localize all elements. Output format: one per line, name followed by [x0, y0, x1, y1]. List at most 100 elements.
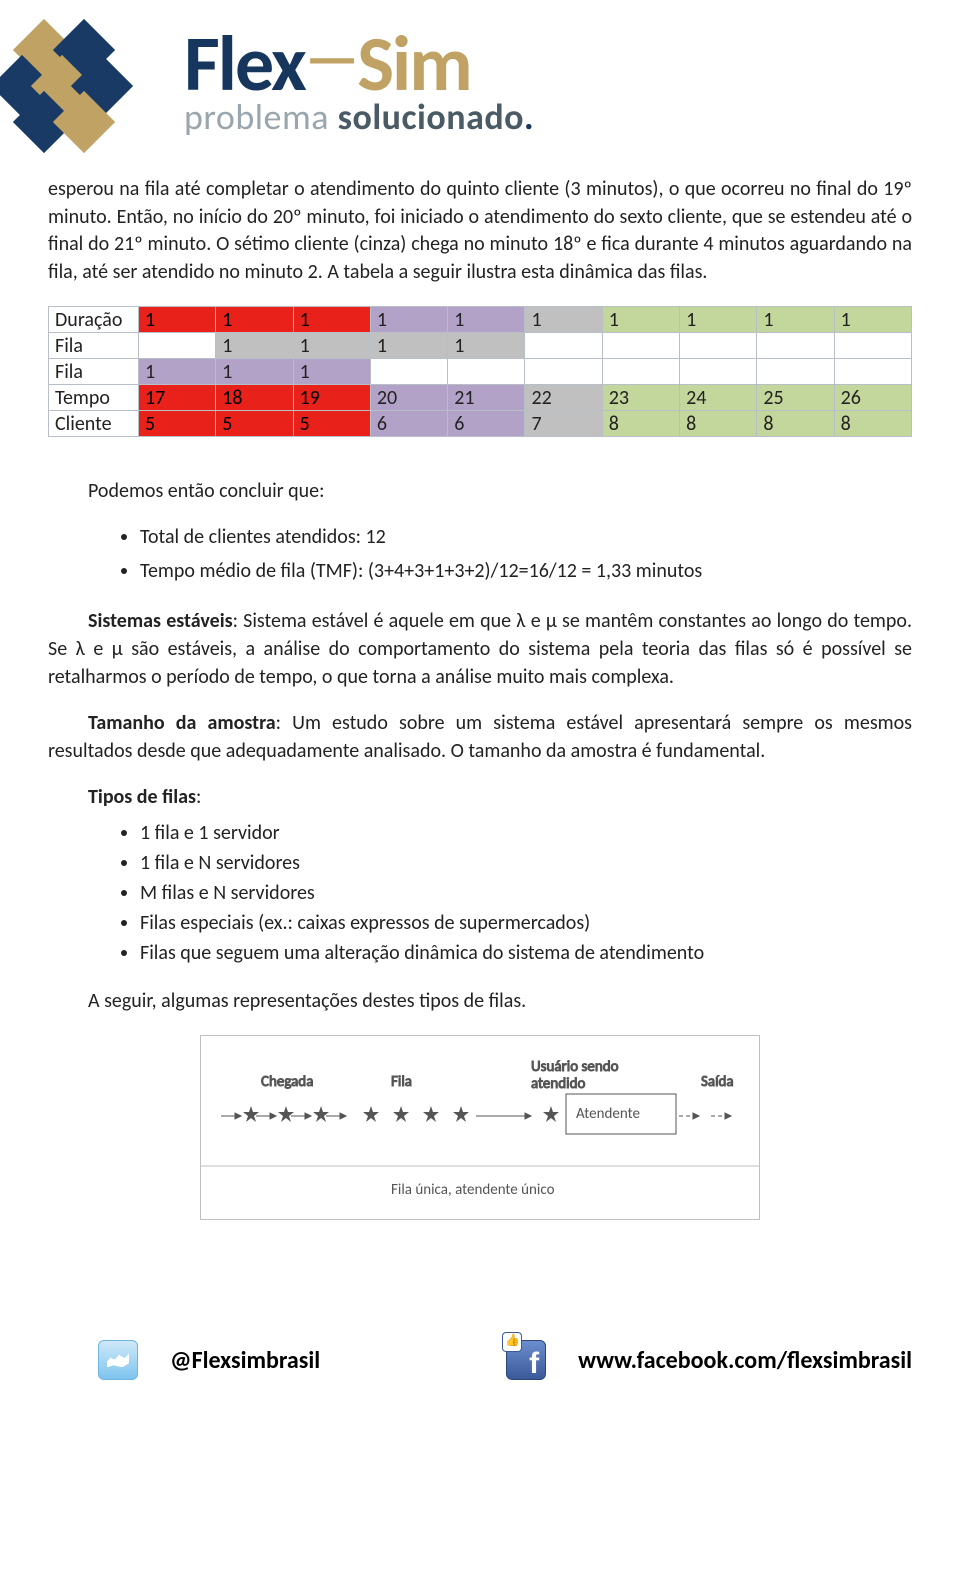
queue-types-label: Tipos de filas	[88, 785, 196, 809]
list-item: Total de clientes atendidos: 12	[140, 523, 912, 551]
data-cell: 21	[448, 385, 525, 411]
data-cell: 6	[448, 411, 525, 437]
data-cell: 8	[757, 411, 834, 437]
queue-data-table: Duração1111111111Fila1111Fila111Tempo171…	[48, 306, 912, 437]
data-cell: 5	[139, 411, 216, 437]
data-cell	[680, 359, 757, 385]
data-cell: 26	[834, 385, 911, 411]
sample-size-paragraph: Tamanho da amostra: Um estudo sobre um s…	[48, 709, 912, 765]
diagram-label-usuario2: atendido	[531, 1075, 585, 1093]
row-label: Tempo	[49, 385, 139, 411]
data-cell: 8	[602, 411, 679, 437]
data-cell: 1	[448, 333, 525, 359]
data-cell	[525, 333, 602, 359]
table-row: Cliente5556678888	[49, 411, 912, 437]
data-cell: 1	[293, 333, 370, 359]
logo-text: Flex—Sim problema solucionado.	[184, 27, 960, 139]
conclusion-section: Podemos então concluir que: Total de cli…	[88, 477, 912, 585]
data-cell	[602, 359, 679, 385]
diagram-label-usuario1: Usuário sendo	[531, 1058, 619, 1076]
queue-diagram-wrap: Chegada Fila Usuário sendo atendido Saíd…	[48, 1035, 912, 1220]
footer-twitter-handle: @Flexsimbrasil	[170, 1346, 320, 1375]
queue-types-list: 1 fila e 1 servidor 1 fila e N servidores…	[88, 821, 912, 965]
tagline: problema solucionado.	[184, 95, 960, 139]
data-cell: 1	[602, 307, 679, 333]
data-cell	[680, 333, 757, 359]
queue-types-heading: Tipos de filas:	[48, 783, 912, 811]
data-cell: 5	[293, 411, 370, 437]
data-cell: 24	[680, 385, 757, 411]
page-footer: @Flexsimbrasil www.facebook.com/flexsimb…	[0, 1328, 960, 1404]
data-cell	[370, 359, 447, 385]
data-cell: 1	[680, 307, 757, 333]
tagline-emph: solucionado	[338, 95, 524, 139]
diagram-atendente-box: Atendente	[576, 1105, 640, 1123]
data-cell: 1	[834, 307, 911, 333]
data-cell: 20	[370, 385, 447, 411]
list-item: Tempo médio de fila (TMF): (3+4+3+1+3+2)…	[140, 557, 912, 585]
data-cell	[602, 333, 679, 359]
data-cell: 8	[834, 411, 911, 437]
data-cell: 1	[216, 359, 293, 385]
queue-types-colon: :	[196, 785, 201, 809]
tagline-dot: .	[524, 95, 534, 139]
data-cell	[139, 333, 216, 359]
stable-label: Sistemas estáveis	[88, 609, 233, 633]
data-cell: 1	[370, 307, 447, 333]
row-label: Fila	[49, 359, 139, 385]
data-cell: 1	[293, 307, 370, 333]
table-row: Fila111	[49, 359, 912, 385]
data-cell: 22	[525, 385, 602, 411]
list-item: 1 fila e N servidores	[140, 851, 912, 875]
data-cell: 1	[139, 359, 216, 385]
data-cell: 1	[525, 307, 602, 333]
diagram-label-fila: Fila	[391, 1073, 412, 1091]
stable-systems-paragraph: Sistemas estáveis: Sistema estável é aqu…	[48, 607, 912, 691]
sample-label: Tamanho da amostra	[88, 711, 276, 735]
header-logo: Flex—Sim problema solucionado.	[0, 0, 960, 160]
table-row: Duração1111111111	[49, 307, 912, 333]
data-cell: 19	[293, 385, 370, 411]
list-item: Filas que seguem uma alteração dinâmica …	[140, 941, 912, 965]
data-cell	[757, 333, 834, 359]
data-cell	[757, 359, 834, 385]
list-item: 1 fila e 1 servidor	[140, 821, 912, 845]
facebook-icon	[506, 1340, 546, 1380]
intro-text: esperou na fila até completar o atendime…	[48, 176, 912, 286]
data-cell: 1	[757, 307, 834, 333]
row-label: Duração	[49, 307, 139, 333]
data-cell: 1	[216, 307, 293, 333]
twitter-icon	[98, 1340, 138, 1380]
data-cell	[834, 359, 911, 385]
footer-facebook-url: www.facebook.com/flexsimbrasil	[578, 1346, 912, 1375]
data-cell: 8	[680, 411, 757, 437]
data-cell: 1	[216, 333, 293, 359]
data-cell	[448, 359, 525, 385]
data-cell: 6	[370, 411, 447, 437]
row-label: Fila	[49, 333, 139, 359]
diagram-label-chegada: Chegada	[261, 1073, 313, 1091]
brand-name: Flex—Sim	[184, 27, 960, 101]
data-cell: 1	[293, 359, 370, 385]
diagram-label-saida: Saída	[701, 1073, 734, 1091]
row-label: Cliente	[49, 411, 139, 437]
closing-paragraph: A seguir, algumas representações destes …	[88, 987, 912, 1015]
data-cell: 5	[216, 411, 293, 437]
data-cell: 1	[448, 307, 525, 333]
data-cell: 1	[139, 307, 216, 333]
table-row: Fila1111	[49, 333, 912, 359]
diagram-caption: Fila única, atendente único	[391, 1181, 555, 1199]
data-cell: 7	[525, 411, 602, 437]
data-cell: 18	[216, 385, 293, 411]
intro-paragraph: esperou na fila até completar o atendime…	[48, 176, 912, 286]
table-row: Tempo17181920212223242526	[49, 385, 912, 411]
tagline-pre: problema	[184, 95, 338, 139]
logo-mark	[0, 18, 160, 148]
list-item: Filas especiais (ex.: caixas expressos d…	[140, 911, 912, 935]
data-cell	[834, 333, 911, 359]
data-cell: 1	[370, 333, 447, 359]
data-cell: 25	[757, 385, 834, 411]
data-cell	[525, 359, 602, 385]
conclusion-list: Total de clientes atendidos: 12 Tempo méd…	[88, 523, 912, 585]
conclusion-title: Podemos então concluir que:	[88, 477, 912, 505]
